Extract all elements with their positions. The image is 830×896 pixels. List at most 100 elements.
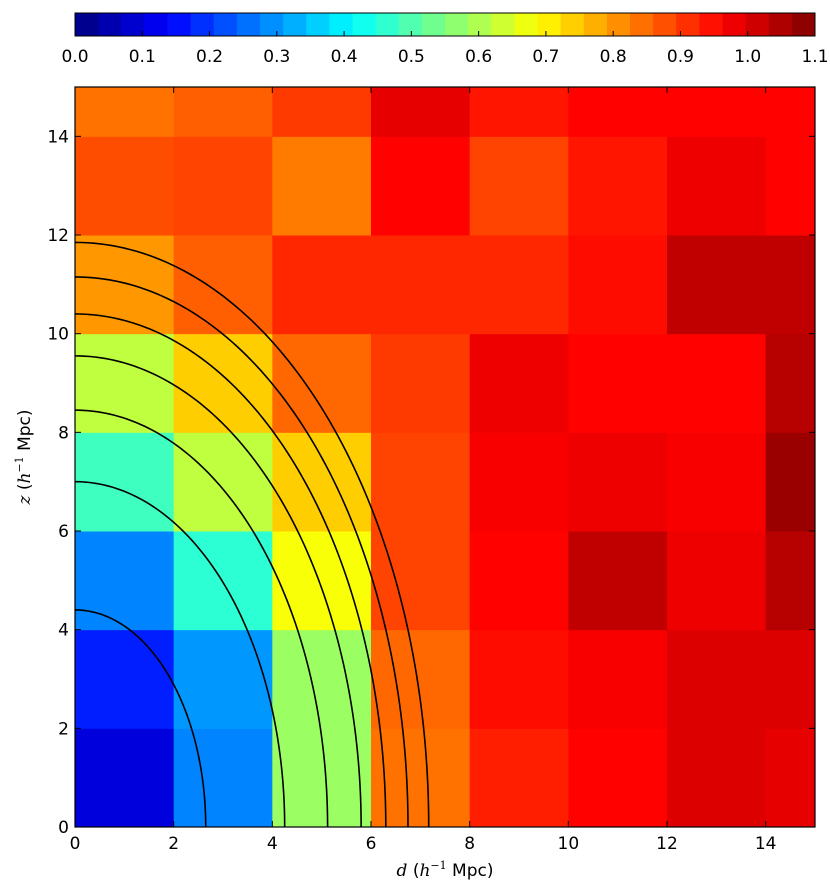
heatmap-cell <box>173 629 273 729</box>
colorbar-segment <box>167 13 192 36</box>
colorbar-segment <box>213 13 238 36</box>
heatmap-cell <box>272 87 372 137</box>
heatmap-cell <box>765 333 815 433</box>
heatmap-cell <box>667 333 767 433</box>
x-tick-label: 2 <box>168 834 179 854</box>
x-tick-label: 14 <box>755 834 777 854</box>
colorbar-segment <box>606 13 631 36</box>
contour-line <box>75 480 286 827</box>
colorbar-segment <box>375 13 400 36</box>
heatmap-cell <box>272 629 372 729</box>
colorbar-segment <box>653 13 677 36</box>
heatmap-cell <box>765 235 815 335</box>
x-tick-label: 10 <box>558 834 580 854</box>
colorbar-segment <box>630 13 654 36</box>
colorbar-segment <box>121 13 145 36</box>
colorbar-segment <box>144 13 168 36</box>
heatmap-cell <box>371 235 471 335</box>
heatmap-cell <box>667 136 767 236</box>
heatmap-cell <box>272 136 372 236</box>
contour-line <box>75 241 430 827</box>
heatmap-cell <box>469 136 569 236</box>
colorbar-segment <box>398 13 423 36</box>
heatmap-cell <box>371 432 471 532</box>
heatmap-cell <box>568 87 668 137</box>
heatmap-cell <box>765 728 815 827</box>
heatmap-cell <box>75 432 175 532</box>
colorbar-tick-label: 0.7 <box>532 47 559 67</box>
colorbar-frame <box>74 12 816 37</box>
heatmap-cell <box>568 728 668 827</box>
heatmap-cell <box>173 728 273 827</box>
colorbar-segment <box>745 13 770 36</box>
y-tick-label: 6 <box>58 522 69 542</box>
colorbar-tick-label: 1.1 <box>801 47 828 67</box>
colorbar-segment <box>445 13 469 36</box>
heatmap-cell <box>667 235 767 335</box>
colorbar-tick-label: 0.8 <box>600 47 627 67</box>
x-axis-label: d (h−1 Mpc) <box>397 859 494 881</box>
heatmap-cell <box>765 136 815 236</box>
colorbar-segment <box>699 13 723 36</box>
colorbar-segment <box>468 13 492 36</box>
heatmap-cell <box>371 531 471 631</box>
heatmap-cell <box>173 87 273 137</box>
heatmap-cell <box>371 333 471 433</box>
heatmap-cell <box>75 235 175 335</box>
contour-lines <box>75 241 430 827</box>
contour-line <box>75 609 207 827</box>
colorbar-segment <box>491 13 515 36</box>
heatmap-cell <box>667 432 767 532</box>
heatmap-cell <box>469 629 569 729</box>
heatmap-cell <box>173 235 273 335</box>
colorbar-tick-label: 0.9 <box>667 47 694 67</box>
heatmap-cell <box>272 333 372 433</box>
heatmap-cell <box>173 432 273 532</box>
heatmap-cell <box>568 235 668 335</box>
contour-line <box>75 409 329 827</box>
heatmap-cell <box>469 531 569 631</box>
colorbar-segment <box>560 13 585 36</box>
colorbar-segment <box>236 13 261 36</box>
colorbar-segment <box>352 13 377 36</box>
heatmap-cell <box>667 728 767 827</box>
heatmap-cell <box>371 728 471 827</box>
colorbar-tick-label: 0.6 <box>465 47 492 67</box>
colorbar-tick-label: 0.4 <box>331 47 358 67</box>
x-tick-label: 4 <box>267 834 278 854</box>
heatmap-cell <box>371 87 471 137</box>
colorbar-tick-label: 1.0 <box>734 47 761 67</box>
heatmap-cell <box>568 531 668 631</box>
heatmap-cell <box>667 629 767 729</box>
y-axis-label: z (h−1 Mpc) <box>13 409 35 505</box>
colorbar-segment <box>190 13 215 36</box>
colorbar-segment <box>722 13 747 36</box>
x-tick-label: 12 <box>656 834 678 854</box>
colorbar <box>74 12 816 37</box>
colorbar-tick-label: 0.5 <box>398 47 425 67</box>
colorbar-tick-label: 0.3 <box>263 47 290 67</box>
heatmap-cell <box>469 333 569 433</box>
y-tick-label: 4 <box>58 621 69 641</box>
x-tick-label: 6 <box>366 834 377 854</box>
axis-ticks: 0 2 4 6 8 10 12 14 0 2 4 6 8 10 12 14 <box>47 87 815 854</box>
colorbar-segment <box>676 13 700 36</box>
heatmap-cell <box>75 136 175 236</box>
heatmap-cell <box>75 728 175 827</box>
heatmap-cell <box>173 136 273 236</box>
colorbar-segment <box>329 13 353 36</box>
heatmap-cell <box>173 531 273 631</box>
colorbar-segment <box>421 13 446 36</box>
colorbar-tick-label: 0.0 <box>61 47 88 67</box>
heatmap-cell <box>568 333 668 433</box>
heatmap-cell <box>75 333 175 433</box>
colorbar-segment <box>514 13 538 36</box>
colorbar-ticks: 0.0 0.1 0.2 0.3 0.4 0.5 0.6 0.7 0.8 0.9 1.0 1.1 <box>61 31 829 67</box>
heatmap-cell <box>568 136 668 236</box>
x-tick-label: 0 <box>70 834 81 854</box>
heatmap-cell <box>568 432 668 532</box>
heatmap-cell <box>469 87 569 137</box>
colorbar-tick-label: 0.1 <box>129 47 156 67</box>
colorbar-segment <box>537 13 562 36</box>
